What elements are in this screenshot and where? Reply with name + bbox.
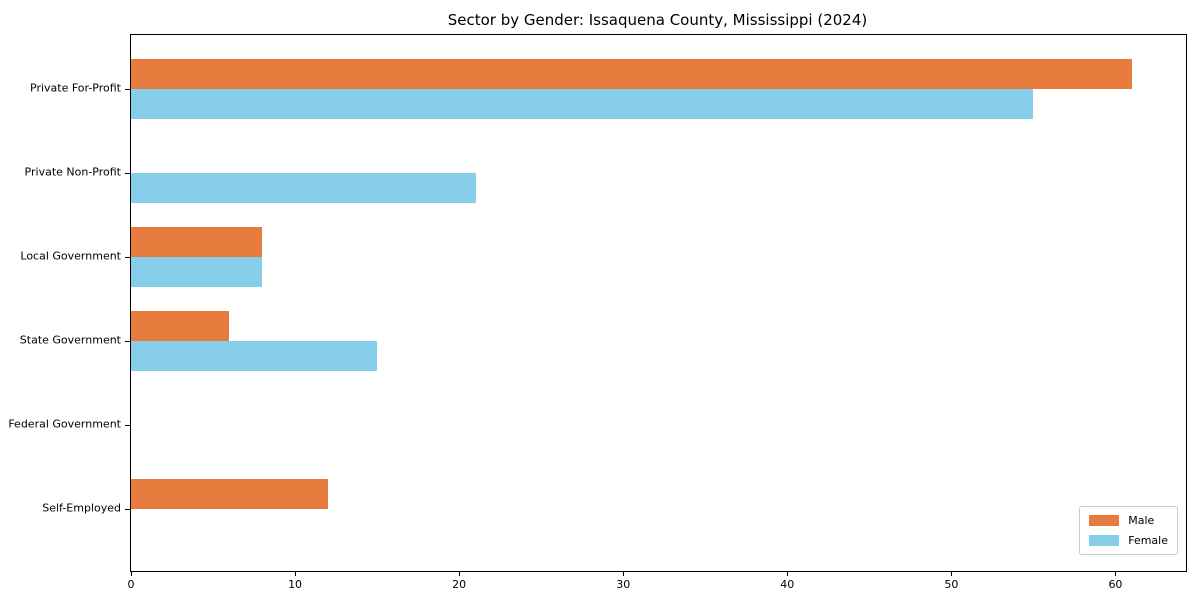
bar-male-self-employed <box>131 479 328 509</box>
y-tick-5 <box>125 508 130 510</box>
x-tick-label-30: 30 <box>616 578 631 591</box>
x-tick-10 <box>294 571 296 576</box>
y-tick-4 <box>125 424 130 426</box>
x-tick-label-50: 50 <box>944 578 959 591</box>
legend-item-male: Male <box>1089 514 1168 527</box>
x-tick-label-40: 40 <box>780 578 795 591</box>
x-tick-30 <box>622 571 624 576</box>
category-label-0: Private For-Profit <box>30 81 121 95</box>
chart-title: Sector by Gender: Issaquena County, Miss… <box>447 11 868 29</box>
bar-male-local-government <box>131 227 263 257</box>
bar-female-state-government <box>131 341 378 371</box>
legend-label-female: Female <box>1128 534 1168 547</box>
x-tick-40 <box>786 571 788 576</box>
x-tick-label-10: 10 <box>288 578 303 591</box>
x-tick-60 <box>1114 571 1116 576</box>
x-tick-label-20: 20 <box>452 578 467 591</box>
category-label-1: Private Non-Profit <box>24 165 121 179</box>
bar-male-state-government <box>131 311 230 341</box>
female-color-swatch <box>1089 535 1120 546</box>
bar-female-private-non-profit <box>131 173 476 203</box>
male-color-swatch <box>1089 515 1120 526</box>
y-axis-labels: Private For-Profit Private Non-Profit Loca… <box>0 34 121 570</box>
x-tick-label-0: 0 <box>127 578 135 591</box>
bar-female-local-government <box>131 257 263 287</box>
legend: Male Female <box>1079 506 1178 555</box>
bar-female-private-for-profit <box>131 89 1034 119</box>
x-tick-20 <box>458 571 460 576</box>
category-label-3: State Government <box>19 333 121 347</box>
y-tick-2 <box>125 256 130 258</box>
y-tick-3 <box>125 340 130 342</box>
x-tick-50 <box>950 571 952 576</box>
x-tick-label-60: 60 <box>1108 578 1123 591</box>
y-tick-0 <box>125 88 130 90</box>
x-tick-0 <box>130 571 132 576</box>
bar-male-private-for-profit <box>131 59 1132 89</box>
y-tick-1 <box>125 172 130 174</box>
legend-label-male: Male <box>1128 514 1155 527</box>
legend-item-female: Female <box>1089 534 1168 547</box>
plot-area: Male Female 0 10 20 30 40 50 60 <box>125 34 1187 591</box>
category-label-4: Federal Government <box>8 417 121 431</box>
category-label-2: Local Government <box>20 249 121 263</box>
category-label-5: Self-Employed <box>42 501 121 515</box>
